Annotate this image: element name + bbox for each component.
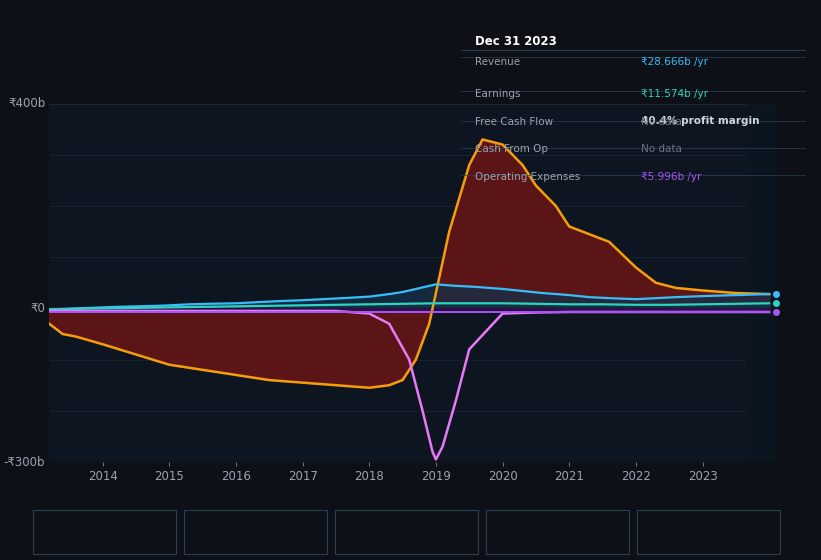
Text: Free Cash Flow: Free Cash Flow [475, 116, 553, 127]
Text: Earnings: Earnings [475, 89, 521, 99]
Text: Operating Expenses: Operating Expenses [475, 172, 580, 183]
Text: Revenue: Revenue [475, 57, 521, 67]
Text: ●: ● [647, 527, 657, 537]
Text: Free Cash Flow: Free Cash Flow [365, 527, 443, 537]
Text: ●: ● [43, 527, 53, 537]
Text: Dec 31 2023: Dec 31 2023 [475, 35, 557, 48]
Text: -₹300b: -₹300b [3, 455, 45, 469]
Text: ●: ● [194, 527, 204, 537]
Text: ₹5.996b /yr: ₹5.996b /yr [640, 172, 701, 183]
Text: Cash From Op: Cash From Op [475, 144, 548, 155]
Text: ₹0: ₹0 [30, 302, 45, 315]
Text: Revenue: Revenue [62, 527, 108, 537]
Text: 40.4% profit margin: 40.4% profit margin [640, 116, 759, 125]
Bar [745, 104, 779, 462]
Text: No data: No data [640, 144, 681, 155]
Text: Operating Expenses: Operating Expenses [667, 527, 772, 537]
Text: No data: No data [640, 116, 681, 127]
Text: ₹28.666b /yr: ₹28.666b /yr [640, 57, 708, 67]
Text: ₹11.574b /yr: ₹11.574b /yr [640, 89, 708, 99]
Text: ₹400b: ₹400b [8, 97, 45, 110]
Text: Earnings: Earnings [213, 527, 259, 537]
Text: ●: ● [496, 527, 506, 537]
Text: Cash From Op: Cash From Op [516, 527, 589, 537]
Text: ●: ● [345, 527, 355, 537]
